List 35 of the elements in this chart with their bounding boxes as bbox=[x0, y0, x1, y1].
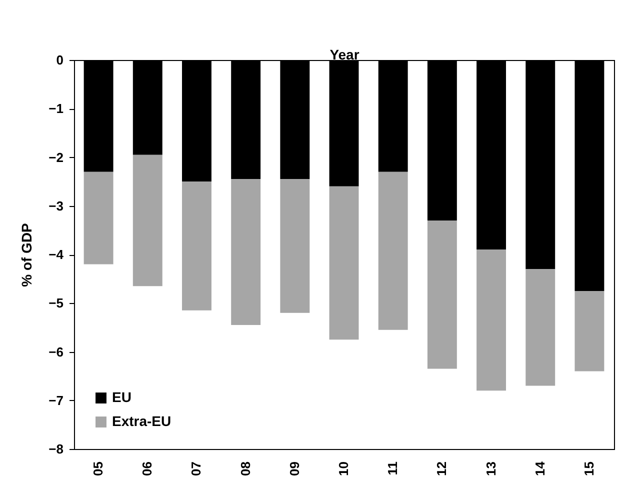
bar bbox=[231, 179, 261, 326]
x-tick-label: 08 bbox=[238, 462, 253, 476]
x-tick-label: 05 bbox=[90, 462, 106, 476]
x-tick-label: 11 bbox=[385, 462, 400, 476]
bar bbox=[329, 186, 359, 340]
bar bbox=[476, 250, 506, 391]
y-tick-label: −4 bbox=[48, 247, 64, 262]
bar bbox=[526, 269, 556, 386]
y-tick-label: −3 bbox=[48, 198, 64, 214]
y-tick-label: −1 bbox=[48, 101, 64, 116]
bar bbox=[280, 179, 310, 313]
y-axis-title: % of GDP bbox=[18, 223, 35, 287]
y-tick-label: −8 bbox=[48, 442, 64, 456]
bar bbox=[182, 182, 212, 310]
y-tick-label: −6 bbox=[48, 344, 64, 360]
x-tick-label: 12 bbox=[434, 462, 450, 476]
x-tick-label: 15 bbox=[581, 462, 596, 476]
bar bbox=[132, 154, 162, 286]
y-tick-label: 0 bbox=[56, 52, 64, 68]
x-tick-label: 10 bbox=[336, 462, 351, 476]
x-tick-label: 07 bbox=[188, 462, 204, 476]
legend-label: EU bbox=[112, 389, 132, 405]
bar bbox=[84, 172, 114, 264]
x-tick-label: 06 bbox=[140, 462, 155, 476]
bar bbox=[427, 220, 457, 369]
x-tick-label: 14 bbox=[532, 460, 548, 476]
y-tick-label: −5 bbox=[48, 296, 64, 311]
x-axis-title: Year bbox=[330, 46, 360, 62]
y-tick-label: −2 bbox=[48, 150, 64, 165]
x-tick-label: 13 bbox=[483, 462, 498, 476]
legend-label: Extra-EU bbox=[112, 413, 172, 429]
bar bbox=[378, 172, 408, 330]
bar bbox=[574, 290, 604, 372]
x-tick-label: 09 bbox=[286, 462, 302, 476]
y-tick-label: −7 bbox=[48, 392, 64, 408]
